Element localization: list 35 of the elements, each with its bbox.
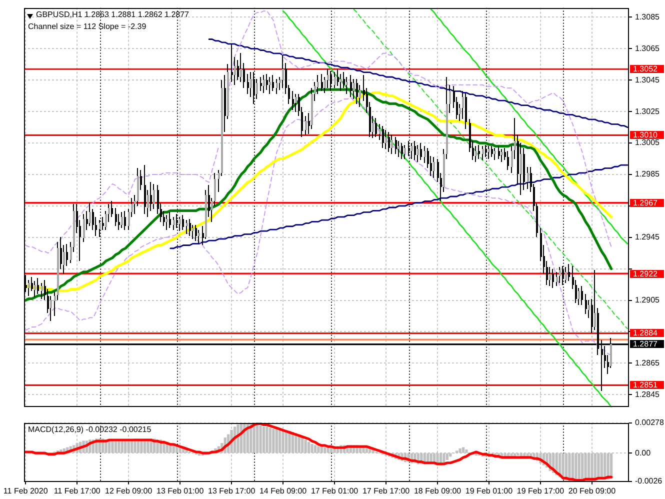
- y-tick-label: 1.3065: [635, 44, 660, 53]
- y-tick-label: 1.2985: [635, 170, 660, 179]
- x-tick-label: 19 Feb 01:00: [465, 486, 514, 496]
- x-tick-label: 11 Feb 17:00: [54, 486, 101, 496]
- ref-line-label: 1.2884: [633, 328, 658, 338]
- y-tick-label: -0.0026: [635, 476, 663, 486]
- ref-line-label: 1.3010: [633, 130, 658, 140]
- y-tick-label: 1.2905: [635, 295, 660, 304]
- x-tick-label: 20 Feb 09:00: [568, 486, 616, 496]
- x-tick-label: 14 Feb 09:00: [259, 486, 308, 496]
- y-tick-label: 0.00: [635, 448, 652, 458]
- ref-line-label: 1.2922: [633, 270, 658, 279]
- x-tick-label: 11 Feb 2020: [3, 486, 48, 496]
- chart-title: MACD(12,26,9) -0.00232 -0.00215: [28, 425, 152, 434]
- y-tick-label: 1.3085: [635, 12, 660, 22]
- chart-title: GBPUSD,H1 1.2863 1.2881 1.2862 1.2877: [36, 10, 190, 20]
- x-tick-label: 18 Feb 09:00: [414, 486, 462, 496]
- y-tick-label: 1.2945: [635, 232, 660, 242]
- x-tick-label: 12 Feb 09:00: [105, 486, 153, 496]
- x-tick-label: 17 Feb 17:00: [362, 486, 410, 496]
- y-tick-label: 1.2865: [635, 358, 660, 368]
- y-tick-label: 1.2845: [635, 390, 660, 399]
- y-tick-label: 1.3025: [635, 106, 660, 116]
- ref-line-label: 1.2967: [633, 198, 658, 208]
- y-tick-label: 1.3045: [635, 75, 660, 84]
- x-tick-label: 17 Feb 01:00: [310, 486, 359, 496]
- x-tick-label: 13 Feb 01:00: [156, 486, 204, 496]
- text: Channel size = 112 Slope = -2.39: [28, 22, 147, 32]
- ref-line-label: 1.3052: [633, 64, 658, 74]
- y-tick-label: 1.3005: [635, 138, 660, 148]
- x-tick-label: 19 Feb 17:00: [516, 486, 565, 496]
- x-tick-label: 13 Feb 17:00: [208, 486, 256, 496]
- ref-line-label: 1.2851: [633, 380, 658, 390]
- y-tick-label: 0.00278: [635, 418, 664, 428]
- ref-line-label: 1.2877: [633, 340, 658, 349]
